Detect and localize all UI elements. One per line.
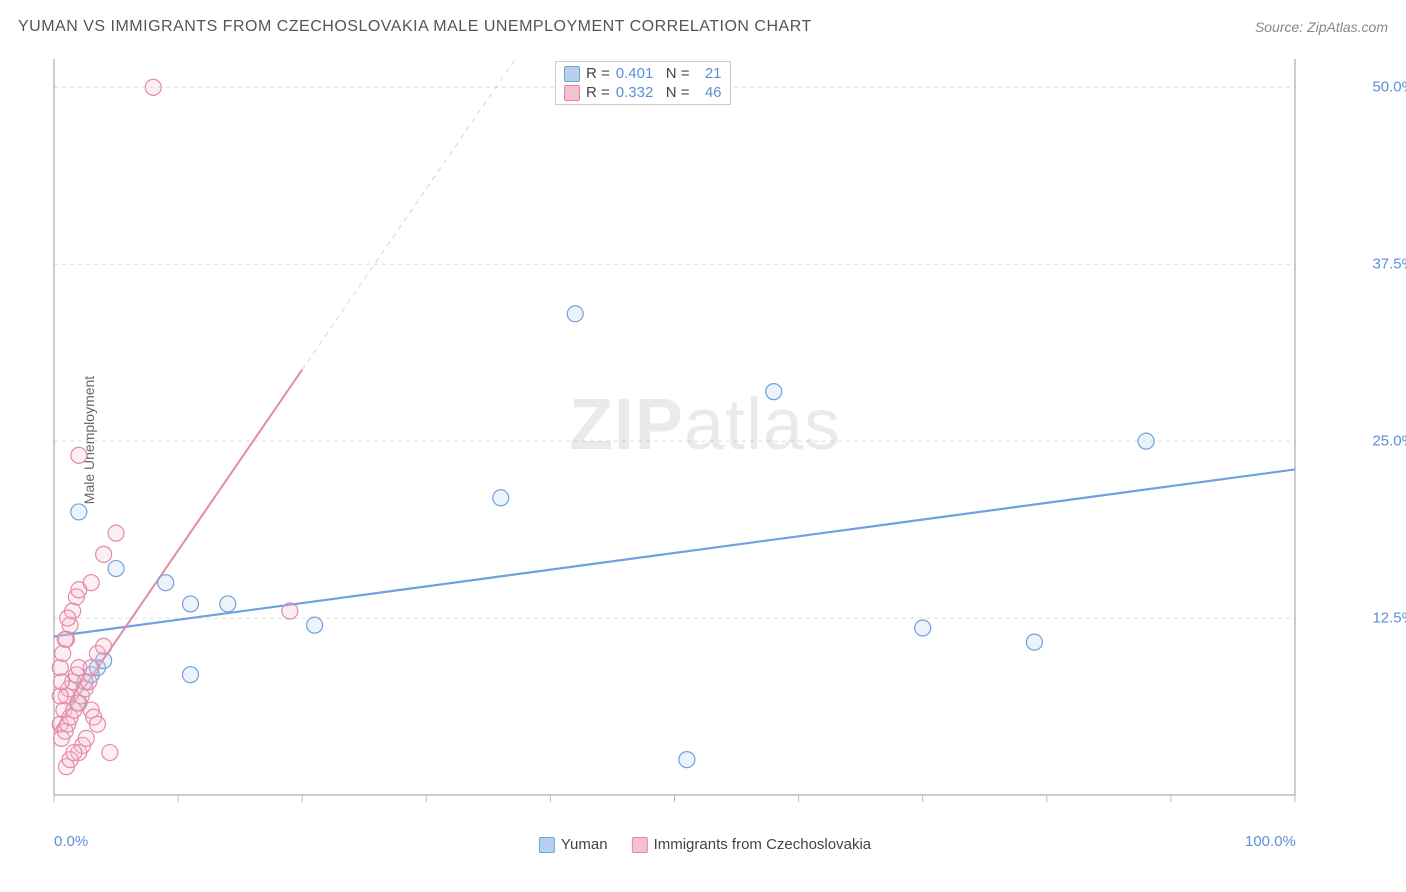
legend-n-value: 46 bbox=[696, 84, 722, 101]
legend-n-label: N = bbox=[666, 84, 690, 101]
scatter-plot bbox=[50, 55, 1360, 825]
x-tick-label: 100.0% bbox=[1245, 833, 1296, 850]
legend-swatch bbox=[539, 837, 555, 853]
legend-row: R = 0.401 N = 21 bbox=[564, 64, 722, 83]
correlation-legend: R = 0.401 N = 21 R = 0.332 N = 46 bbox=[555, 61, 731, 105]
chart-area: Male Unemployment R =0.401N =21R =0.332N… bbox=[50, 55, 1360, 825]
legend-r-label: R = bbox=[586, 84, 610, 101]
legend-r-value: 0.332 bbox=[616, 84, 660, 101]
legend-series-item: Immigrants from Czechoslovakia bbox=[632, 836, 872, 853]
legend-series-item: Yuman bbox=[539, 836, 608, 853]
legend-r-label: R = bbox=[586, 65, 610, 82]
legend-series-label: Immigrants from Czechoslovakia bbox=[654, 836, 872, 853]
legend-r-value: 0.401 bbox=[616, 65, 660, 82]
y-tick-label: 25.0% bbox=[1372, 433, 1406, 450]
y-tick-label: 50.0% bbox=[1372, 79, 1406, 96]
legend-series-label: Yuman bbox=[561, 836, 608, 853]
legend-n-value: 21 bbox=[696, 65, 722, 82]
legend-swatch bbox=[564, 66, 580, 82]
legend-swatch bbox=[632, 837, 648, 853]
legend-swatch bbox=[564, 85, 580, 101]
source-label: Source: ZipAtlas.com bbox=[1255, 19, 1388, 35]
series-legend: Yuman Immigrants from Czechoslovakia bbox=[539, 836, 871, 853]
legend-row: R = 0.332 N = 46 bbox=[564, 83, 722, 102]
chart-title: YUMAN VS IMMIGRANTS FROM CZECHOSLOVAKIA … bbox=[18, 18, 812, 36]
y-tick-label: 37.5% bbox=[1372, 256, 1406, 273]
x-tick-label: 0.0% bbox=[54, 833, 88, 850]
y-tick-label: 12.5% bbox=[1372, 610, 1406, 627]
legend-n-label: N = bbox=[666, 65, 690, 82]
